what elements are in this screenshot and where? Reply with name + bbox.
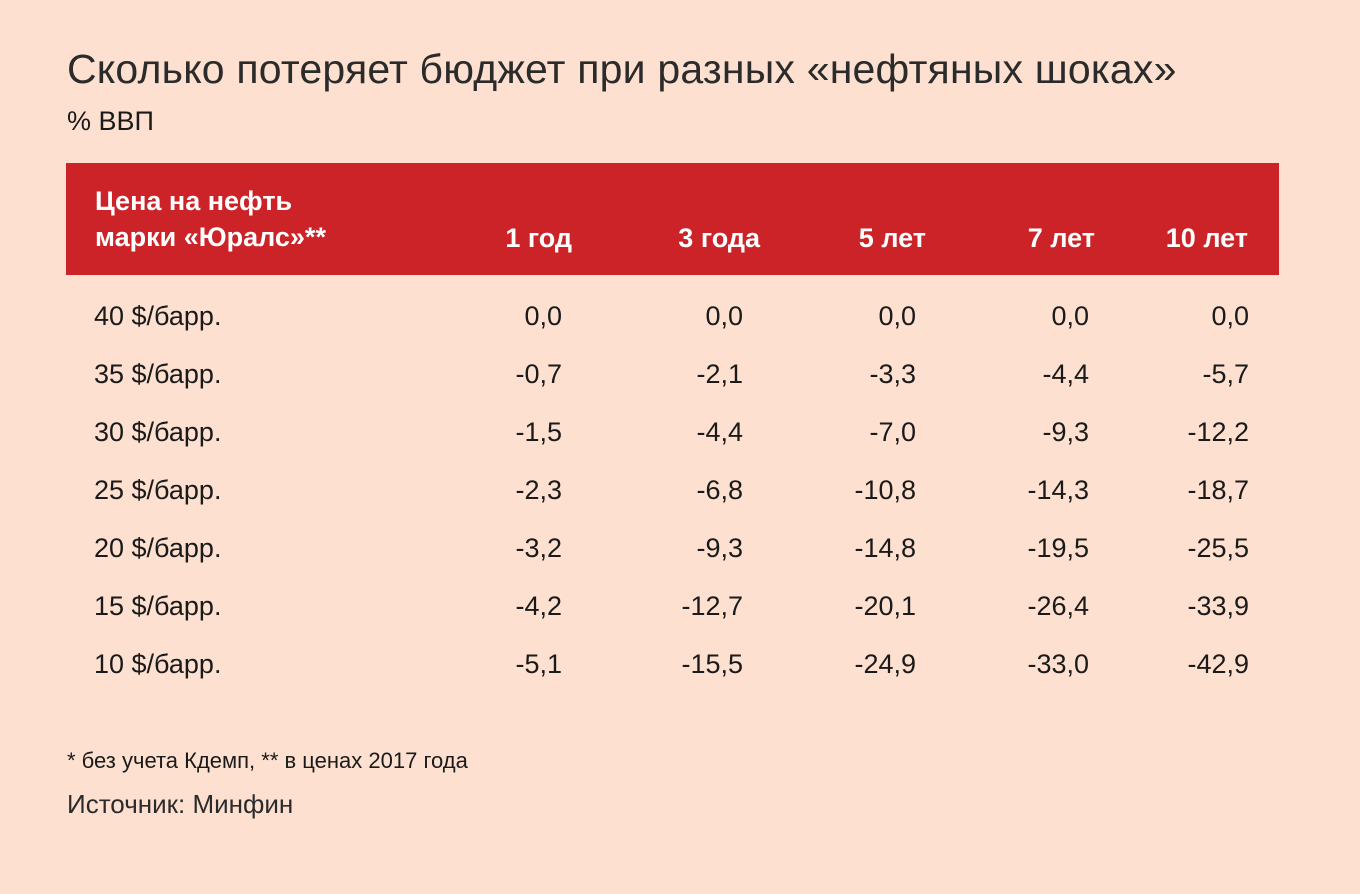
table-cell: 0,0 xyxy=(1211,301,1249,331)
table-cell: -9,3 xyxy=(696,533,743,563)
table-cell: -9,3 xyxy=(1042,417,1089,447)
table-row: 40 $/барр. 0,0 0,0 0,0 0,0 0,0 xyxy=(66,293,1279,351)
table-cell: -1,5 xyxy=(515,417,562,447)
table-row: 20 $/барр. -3,2 -9,3 -14,8 -19,5 -25,5 xyxy=(66,525,1279,583)
table-cell: -3,2 xyxy=(515,533,562,563)
table-cell: -4,2 xyxy=(515,591,562,621)
table-cell: -6,8 xyxy=(696,475,743,505)
row-label-header-line2: марки «Юралс»** xyxy=(95,222,326,252)
table-cell: -18,7 xyxy=(1187,475,1249,505)
row-label: 35 $/барр. xyxy=(94,359,222,389)
row-label-header: Цена на нефть марки «Юралс»** xyxy=(95,183,326,255)
table-cell: -19,5 xyxy=(1027,533,1089,563)
column-header-7-years: 7 лет xyxy=(1027,223,1095,253)
chart-subtitle: % ВВП xyxy=(67,106,154,136)
table-body: 40 $/барр. 0,0 0,0 0,0 0,0 0,0 35 $/барр. -0,7 -… xyxy=(66,293,1279,699)
row-label: 30 $/барр. xyxy=(94,417,222,447)
table-cell: -4,4 xyxy=(696,417,743,447)
table-cell: -20,1 xyxy=(854,591,916,621)
table-cell: -33,0 xyxy=(1027,649,1089,679)
table-cell: -2,1 xyxy=(696,359,743,389)
table-cell: -12,2 xyxy=(1187,417,1249,447)
table-cell: -15,5 xyxy=(681,649,743,679)
table-cell: 0,0 xyxy=(878,301,916,331)
table-cell: 0,0 xyxy=(524,301,562,331)
table-cell: -2,3 xyxy=(515,475,562,505)
table-cell: -12,7 xyxy=(681,591,743,621)
table-cell: -0,7 xyxy=(515,359,562,389)
table-row: 15 $/барр. -4,2 -12,7 -20,1 -26,4 -33,9 xyxy=(66,583,1279,641)
source-note: Источник: Минфин xyxy=(67,789,294,819)
table-cell: -33,9 xyxy=(1187,591,1249,621)
table-row: 25 $/барр. -2,3 -6,8 -10,8 -14,3 -18,7 xyxy=(66,467,1279,525)
footnote: * без учета Кдемп, ** в ценах 2017 года xyxy=(67,748,468,773)
column-header-1-year: 1 год xyxy=(505,223,572,253)
row-label: 20 $/барр. xyxy=(94,533,222,563)
table-row: 35 $/барр. -0,7 -2,1 -3,3 -4,4 -5,7 xyxy=(66,351,1279,409)
column-header-10-years: 10 лет xyxy=(1165,223,1248,253)
row-label: 15 $/барр. xyxy=(94,591,222,621)
table-cell: -7,0 xyxy=(869,417,916,447)
table-cell: -14,3 xyxy=(1027,475,1089,505)
table-row: 10 $/барр. -5,1 -15,5 -24,9 -33,0 -42,9 xyxy=(66,641,1279,699)
table-cell: -14,8 xyxy=(854,533,916,563)
table-cell: 0,0 xyxy=(1051,301,1089,331)
table-cell: 0,0 xyxy=(705,301,743,331)
row-label-header-line1: Цена на нефть xyxy=(95,186,293,216)
table-cell: -24,9 xyxy=(854,649,916,679)
column-header-5-years: 5 лет xyxy=(858,223,926,253)
table-cell: -25,5 xyxy=(1187,533,1249,563)
table-row: 30 $/барр. -1,5 -4,4 -7,0 -9,3 -12,2 xyxy=(66,409,1279,467)
table-cell: -5,1 xyxy=(515,649,562,679)
table-cell: -4,4 xyxy=(1042,359,1089,389)
row-label: 25 $/барр. xyxy=(94,475,222,505)
row-label: 40 $/барр. xyxy=(94,301,222,331)
row-label: 10 $/барр. xyxy=(94,649,222,679)
table-cell: -10,8 xyxy=(854,475,916,505)
table-cell: -26,4 xyxy=(1027,591,1089,621)
table-cell: -42,9 xyxy=(1187,649,1249,679)
table-cell: -5,7 xyxy=(1202,359,1249,389)
column-header-3-years: 3 года xyxy=(678,223,760,253)
table-header: Цена на нефть марки «Юралс»** 1 год 3 го… xyxy=(66,163,1279,275)
chart-title: Сколько потеряет бюджет при разных «нефт… xyxy=(67,46,1177,92)
table-cell: -3,3 xyxy=(869,359,916,389)
